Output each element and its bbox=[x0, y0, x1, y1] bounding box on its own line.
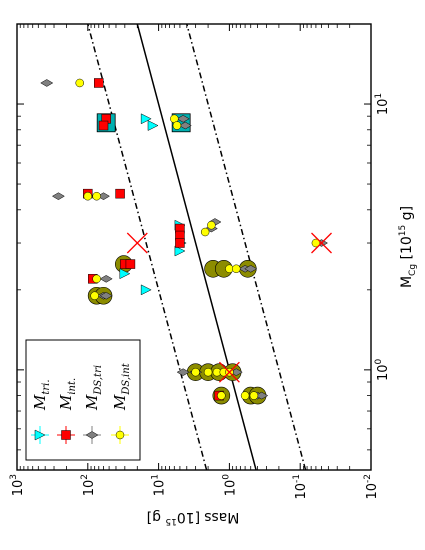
point-circle-13 bbox=[203, 367, 213, 377]
x-tick-label-exp: 2 bbox=[80, 474, 90, 480]
x-tick-label-0: 103 bbox=[9, 474, 26, 496]
x-axis-label: Mass[1015 g] bbox=[147, 509, 240, 526]
point-square-2 bbox=[98, 120, 109, 131]
x-tick-label-base: 10 bbox=[294, 483, 309, 500]
legend-label-main: M bbox=[57, 394, 75, 411]
point-circle-3 bbox=[83, 191, 93, 201]
point-diamond-9 bbox=[244, 264, 258, 273]
y-tick-label-base: 10 bbox=[376, 364, 391, 381]
point-circle-7 bbox=[311, 238, 321, 248]
point-diamond-12 bbox=[99, 291, 113, 300]
point-diamond-0 bbox=[40, 79, 54, 87]
red-cross-b-1 bbox=[311, 232, 332, 254]
y-axis-label-sub: Cg bbox=[408, 264, 418, 276]
legend-box bbox=[25, 339, 141, 461]
legend-label-0: Mtri. bbox=[31, 379, 52, 411]
legend-marker-0 bbox=[34, 429, 46, 441]
point-triangle-4 bbox=[174, 245, 186, 257]
legend-label-sub: DS,tri bbox=[93, 365, 104, 396]
x-axis-label-unit: [10 bbox=[177, 509, 200, 525]
x-tick-label-exp: 3 bbox=[9, 474, 19, 480]
x-tick-label-exp: 0 bbox=[221, 474, 231, 480]
reference-lines bbox=[87, 24, 307, 470]
legend-marker-2 bbox=[85, 431, 99, 439]
point-circle-10 bbox=[92, 274, 101, 284]
point-triangle-1 bbox=[147, 120, 159, 131]
point-triangle-6 bbox=[140, 284, 152, 296]
red-cross-b-3 bbox=[218, 361, 240, 383]
x-axis-label-tail: g] bbox=[147, 509, 166, 525]
x-tick-label-exp: -1 bbox=[292, 474, 302, 483]
legend-label-3: MDS,int bbox=[111, 362, 132, 411]
x-tick-label-exp: -2 bbox=[363, 474, 373, 483]
y-tick-label-1: 101 bbox=[374, 93, 391, 115]
red-cross-b-0 bbox=[126, 232, 148, 254]
x-tick-label-4: 10-1 bbox=[292, 474, 309, 500]
x-tick-label-2: 101 bbox=[151, 474, 168, 496]
reference-line-0 bbox=[136, 24, 257, 470]
y-axis-label-exp: 15 bbox=[398, 225, 408, 236]
point-triangle-5 bbox=[119, 268, 131, 280]
point-square-9 bbox=[125, 259, 136, 269]
legend-label-sub: DS,int bbox=[121, 362, 132, 395]
point-circle-9 bbox=[232, 264, 241, 274]
y-axis-label: MCg [1015 g] bbox=[398, 206, 418, 288]
x-tick-label-5: 10-2 bbox=[363, 474, 380, 500]
data-points bbox=[40, 78, 329, 401]
x-tick-label-base: 10 bbox=[153, 480, 168, 497]
legend-label-1: Mint. bbox=[57, 378, 78, 411]
y-tick-label-0: 100 bbox=[374, 358, 391, 381]
legend-marker-3 bbox=[115, 430, 125, 440]
x-axis-label-exp: 15 bbox=[165, 516, 176, 526]
point-square-0 bbox=[94, 78, 104, 88]
point-diamond-3 bbox=[51, 192, 65, 200]
reference-line-2 bbox=[87, 24, 208, 470]
legend-marker-1 bbox=[61, 430, 71, 440]
point-circle-0 bbox=[75, 78, 84, 88]
x-tick-label-1: 102 bbox=[80, 474, 97, 496]
reference-line-1 bbox=[185, 24, 307, 470]
legend-label-2: MDS,tri bbox=[83, 365, 104, 411]
point-circle-2 bbox=[172, 121, 182, 130]
x-tick-label-base: 10 bbox=[223, 480, 238, 497]
point-circle-19 bbox=[249, 391, 259, 400]
y-tick-label-base: 10 bbox=[376, 99, 391, 116]
point-circle-12 bbox=[191, 367, 200, 377]
point-circle-18 bbox=[240, 391, 250, 400]
y-tick-label-exp: 1 bbox=[374, 93, 384, 99]
point-circle-11 bbox=[90, 291, 99, 300]
point-square-4 bbox=[115, 188, 125, 199]
point-square-7 bbox=[175, 238, 185, 248]
point-circle-5 bbox=[207, 220, 216, 230]
legend-label-main: M bbox=[31, 394, 49, 411]
legend-label-main: M bbox=[111, 394, 129, 411]
legend-label-sub: tri. bbox=[41, 379, 52, 394]
point-triangle-0 bbox=[140, 113, 152, 125]
point-circle-6 bbox=[200, 227, 210, 237]
x-tick-label-exp: 1 bbox=[151, 474, 161, 480]
legend-label-main: M bbox=[83, 394, 101, 411]
x-tick-label-3: 100 bbox=[221, 474, 238, 497]
y-tick-label-exp: 0 bbox=[374, 358, 384, 364]
y-axis-label-main: M bbox=[399, 276, 415, 288]
x-tick-label-base: 10 bbox=[82, 480, 97, 497]
y-axis-label-tail: g] bbox=[399, 206, 415, 225]
x-tick-label-base: 10 bbox=[365, 483, 380, 500]
point-diamond-2 bbox=[178, 121, 192, 130]
point-diamond-18 bbox=[255, 391, 269, 400]
x-axis-label-main: Mass bbox=[204, 509, 239, 525]
x-tick-label-base: 10 bbox=[11, 480, 26, 497]
point-circle-17 bbox=[217, 391, 226, 400]
point-diamond-10 bbox=[99, 275, 113, 283]
legend-label-sub: int. bbox=[67, 378, 78, 395]
plot-frame bbox=[16, 23, 372, 471]
point-circle-4 bbox=[92, 191, 101, 201]
point-diamond-1 bbox=[176, 114, 190, 123]
y-axis-label-unit: [10 bbox=[399, 236, 415, 264]
cross-markers bbox=[93, 232, 332, 383]
